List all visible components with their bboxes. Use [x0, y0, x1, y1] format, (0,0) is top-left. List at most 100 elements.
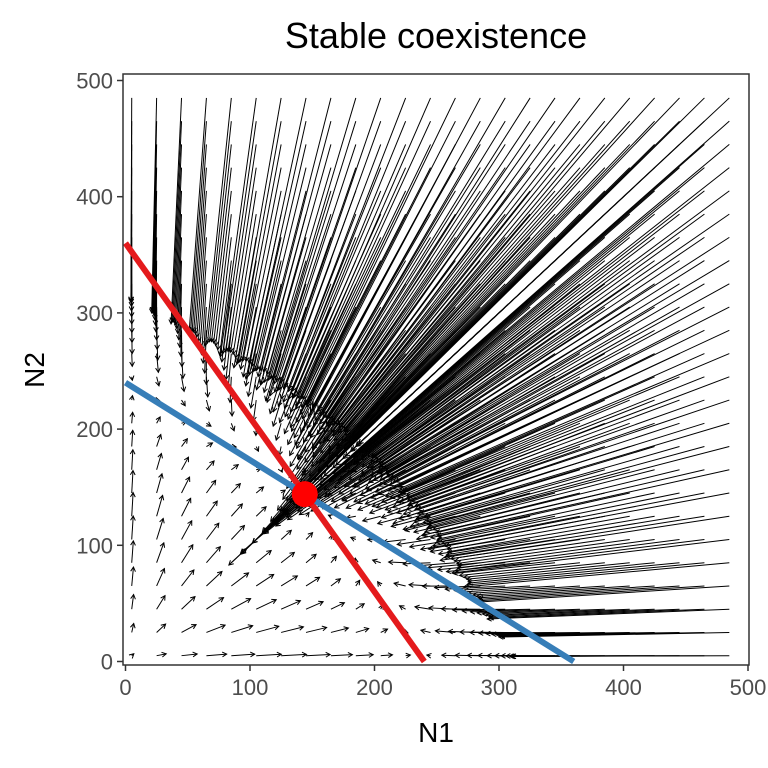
vector-arrow: [445, 515, 680, 557]
vector-arrow: [319, 213, 456, 425]
y-tick-label: 500: [76, 69, 113, 94]
vector-arrow: [230, 524, 246, 540]
vector-arrow: [392, 422, 730, 525]
vector-arrow: [377, 580, 383, 587]
vector-arrow: [206, 570, 223, 587]
vector-arrow: [206, 651, 228, 658]
vector-arrow: [357, 353, 730, 511]
vector-arrow: [151, 190, 158, 317]
vector-arrow: [156, 472, 164, 494]
plot-panel-border: [122, 73, 750, 666]
vector-arrow: [205, 399, 212, 412]
vector-arrow: [254, 97, 332, 391]
vector-arrow: [277, 467, 283, 474]
x-tick-label: 400: [605, 675, 642, 700]
vector-arrow: [280, 529, 293, 540]
vector-arrow: [330, 578, 342, 587]
vector-arrow: [268, 121, 357, 397]
vector-arrow: [156, 623, 167, 633]
vector-arrow: [355, 652, 375, 658]
vector-arrow: [296, 120, 481, 450]
vector-arrow: [355, 579, 361, 587]
vector-arrow: [293, 120, 456, 439]
vector-arrow: [215, 237, 232, 351]
vector-arrow: [287, 97, 456, 446]
vector-arrow: [230, 503, 244, 517]
vector-arrow: [355, 603, 366, 610]
vector-arrow: [333, 306, 730, 509]
vector-arrow: [206, 624, 227, 633]
vector-arrow: [262, 144, 332, 383]
isocline-line-2: [123, 380, 576, 665]
vector-arrow: [231, 572, 250, 587]
vector-arrow: [223, 144, 257, 353]
vector-arrow: [256, 651, 283, 658]
vector-arrow: [396, 538, 431, 547]
y-axis: 0 100 200 300 400 500: [76, 69, 123, 675]
vector-arrow: [202, 97, 232, 347]
vector-arrow: [271, 190, 332, 381]
vector-arrow: [129, 469, 136, 494]
vector-arrow: [282, 97, 581, 501]
vector-arrow: [353, 329, 705, 503]
y-axis-title: N2: [19, 352, 50, 388]
vector-arrow: [254, 167, 307, 372]
vector-arrow: [289, 120, 431, 429]
vector-arrow: [304, 511, 310, 518]
vector-arrow: [156, 594, 166, 610]
vector-arrow: [128, 375, 135, 382]
vector-arrow: [266, 167, 332, 382]
vector-arrow: [289, 97, 506, 468]
vector-arrow: [239, 120, 730, 554]
vector-arrow: [273, 144, 357, 393]
vector-arrow: [255, 505, 267, 517]
vector-arrow: [420, 469, 705, 538]
vector-arrow: [361, 515, 381, 523]
vector-arrow: [130, 515, 136, 540]
vector-arrow: [155, 353, 161, 374]
vector-arrow: [151, 214, 158, 321]
vector-arrow: [230, 214, 257, 356]
vector-arrow: [264, 97, 357, 402]
vector-arrow: [296, 120, 531, 471]
y-tick-label: 0: [101, 650, 113, 675]
x-tick-label: 500: [730, 675, 767, 700]
vector-arrow: [349, 536, 357, 542]
vector-arrow: [379, 353, 606, 481]
vector-arrow: [386, 399, 705, 514]
vector-arrow: [311, 167, 506, 449]
vector-arrow: [206, 479, 217, 494]
vector-arrow: [156, 567, 166, 587]
vector-arrow: [205, 421, 212, 427]
vector-arrow: [156, 651, 168, 658]
vector-arrow: [244, 97, 307, 380]
vector-arrow: [380, 399, 730, 519]
vector-arrow: [439, 515, 730, 563]
vector-arrow: [240, 167, 282, 362]
vector-arrow: [231, 598, 252, 610]
vector-arrow: [156, 494, 165, 517]
vector-arrow: [181, 456, 189, 471]
vector-arrow: [456, 538, 655, 569]
vector-arrow: [412, 515, 481, 534]
vector-arrow: [206, 442, 214, 448]
vector-arrow: [231, 624, 254, 633]
vector-arrow: [225, 167, 257, 353]
vector-arrow: [280, 489, 287, 495]
vector-arrow: [156, 541, 166, 563]
vector-arrow: [403, 446, 730, 533]
vector-arrow: [424, 469, 680, 534]
vector-arrow: [451, 606, 506, 613]
vector-arrow: [440, 652, 456, 659]
isocline-line-1: [123, 241, 427, 664]
vector-arrow: [345, 329, 730, 510]
vector-arrow: [355, 627, 370, 633]
vector-arrow: [128, 97, 134, 304]
vector-arrow: [129, 448, 136, 470]
vector-arrow: [278, 97, 407, 424]
vector-arrow: [306, 651, 332, 658]
vector-arrow: [130, 566, 136, 587]
vector-arrow: [291, 237, 357, 392]
vector-arrow: [130, 539, 136, 563]
